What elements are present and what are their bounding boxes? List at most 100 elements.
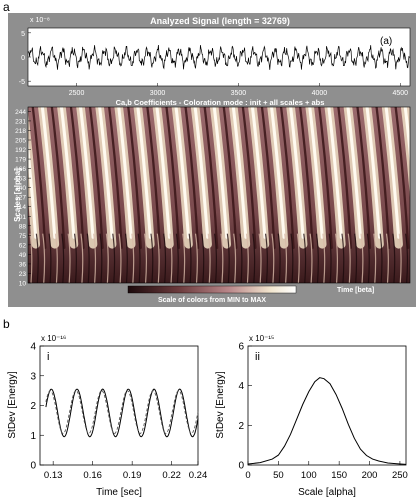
heatmap-valley [222, 107, 238, 249]
heatmap-fine-structure [175, 233, 179, 283]
heatmap-fine-structure [366, 233, 370, 283]
heatmap-fine-structure [290, 233, 294, 283]
signal-annotation: (a) [380, 36, 392, 47]
heatmap-fine-structure [233, 233, 237, 283]
heatmap-ridge-core [78, 107, 95, 239]
heatmap-valley [108, 107, 123, 249]
plot-ii-x-tick-label: 50 [273, 470, 284, 481]
heatmap-fine-structure [341, 233, 345, 283]
heatmap-fine-structure [328, 233, 332, 283]
heatmap-y-tick-label: 101 [15, 214, 26, 221]
plot-i-x-tick-label: 0.13 [44, 470, 63, 481]
heatmap-fine-structure [360, 233, 364, 283]
heatmap-ridge-core [327, 107, 343, 239]
heatmap-ridge-core [346, 107, 362, 239]
heatmap-valley [260, 107, 276, 249]
plot-i-y-tick-label: 1 [30, 431, 36, 442]
plot-i-x-label: Time [sec] [96, 487, 142, 498]
heatmap-fine-structure [150, 233, 154, 283]
heatmap-ridge-core [59, 107, 76, 239]
heatmap-y-tick-label: 88 [19, 223, 27, 230]
plot-i-area [39, 345, 199, 466]
plot-ii-x-tick-label: 150 [331, 470, 347, 481]
heatmap-fine-structure [392, 233, 396, 283]
heatmap-fine-structure [54, 233, 58, 283]
signal-x-tick-label: 4000 [312, 90, 328, 97]
heatmap-ridge-core [308, 107, 324, 239]
heatmap-fine-structure [220, 233, 224, 283]
heatmap-fine-structure [137, 233, 141, 283]
heatmap-valley [184, 107, 200, 249]
plot-ii-y-label: StDev [Energy] [215, 371, 226, 438]
heatmap-fine-structure [303, 233, 307, 283]
heatmap-y-tick-label: 205 [15, 138, 26, 145]
plot-ii-y-tick-label: 0 [238, 461, 244, 472]
heatmap-ridge-core [98, 107, 114, 239]
heatmap-valley [127, 107, 142, 249]
heatmap-y-tick-label: 62 [19, 242, 27, 249]
heatmap-fine-structure [271, 233, 275, 283]
plot-ii-y-tick-label: 6 [238, 342, 244, 353]
plot-i-series-solid [45, 388, 199, 438]
heatmap-fine-structure [42, 233, 46, 283]
plot-ii-x-label: Scale [alpha] [298, 487, 356, 498]
heatmap-ridge-core [40, 107, 57, 239]
heatmap-y-label: Scales [alpha] [13, 168, 22, 222]
heatmap-fine-structure [277, 233, 281, 283]
heatmap-valley [337, 107, 353, 249]
signal-title: Analyzed Signal (length = 32769) [150, 16, 290, 26]
colorbar [127, 285, 297, 294]
heatmap-y-tick-label: 179 [15, 157, 26, 164]
heatmap-ridge-core [212, 107, 229, 239]
heatmap-y-tick-label: 49 [19, 252, 27, 259]
heatmap-fine-structure [226, 233, 230, 283]
heatmap-fine-structure [284, 233, 288, 283]
heatmap-valley [69, 107, 85, 249]
heatmap-ridge-core [117, 107, 133, 239]
signal-y-tick-label: -5 [19, 79, 25, 86]
heatmap-ridge-core [289, 107, 305, 239]
heatmap-fine-structure [373, 233, 377, 283]
heatmap-y-tick-label: 23 [19, 271, 27, 278]
heatmap-valley [50, 107, 66, 249]
heatmap-fine-structure [315, 233, 319, 283]
heatmap-fine-structure [201, 233, 205, 283]
heatmap-fine-structure [398, 233, 402, 283]
heatmap-ridge-core [384, 107, 401, 239]
heatmap-y-tick-label: 127 [15, 195, 26, 202]
heatmap-y-tick-label: 114 [16, 204, 27, 211]
heatmap-fine-structure [163, 233, 167, 283]
heatmap-valley [299, 107, 314, 249]
heatmap-valley [165, 107, 181, 249]
plot-ii-x-tick-label: 250 [392, 470, 408, 481]
heatmap-ridge-core [174, 107, 191, 239]
heatmap-ridge-core [250, 107, 267, 239]
heatmap-fine-structure [322, 233, 326, 283]
heatmap-fine-structure [131, 233, 135, 283]
plot-ii-axes: 0 2 4 6 0 50 100 150 200 250 [238, 342, 407, 482]
signal-y-tick-label: 5 [21, 31, 25, 38]
heatmap-valley [88, 107, 104, 249]
heatmap-ridge-core [365, 107, 382, 239]
colorbar-label: Scale of colors from MIN to MAX [158, 297, 266, 304]
heatmap-fine-structure [347, 233, 351, 283]
heatmap-fine-structure [73, 233, 77, 283]
plot-i-y-tick-label: 0 [30, 461, 36, 472]
heatmap-fine-structure [264, 233, 268, 283]
heatmap-y-tick-label: 140 [15, 185, 26, 192]
plot-i-y-tick-label: 2 [30, 401, 36, 412]
heatmap-fine-structure [48, 233, 52, 283]
heatmap-y-tick-label: 166 [15, 166, 26, 173]
plot-i-x-tick-label: 0.19 [123, 470, 142, 481]
signal-axes: 5 0 -5 2500 3000 3500 4000 4500 [19, 31, 408, 97]
signal-y-tick-label: 0 [21, 55, 25, 62]
heatmap-valley [31, 107, 47, 249]
heatmap-title: Ca,b Coefficients - Coloration mode : in… [116, 98, 325, 107]
heatmap-y-tick-label: 218 [15, 128, 26, 135]
signal-y-exponent: x 10⁻⁸ [30, 17, 50, 24]
plot-i-y-tick-label: 3 [30, 371, 36, 382]
heatmap-fine-structure [118, 233, 122, 283]
heatmap-ridges [28, 107, 410, 283]
plot-ii-y-exponent: x 10⁻¹⁵ [249, 334, 274, 343]
